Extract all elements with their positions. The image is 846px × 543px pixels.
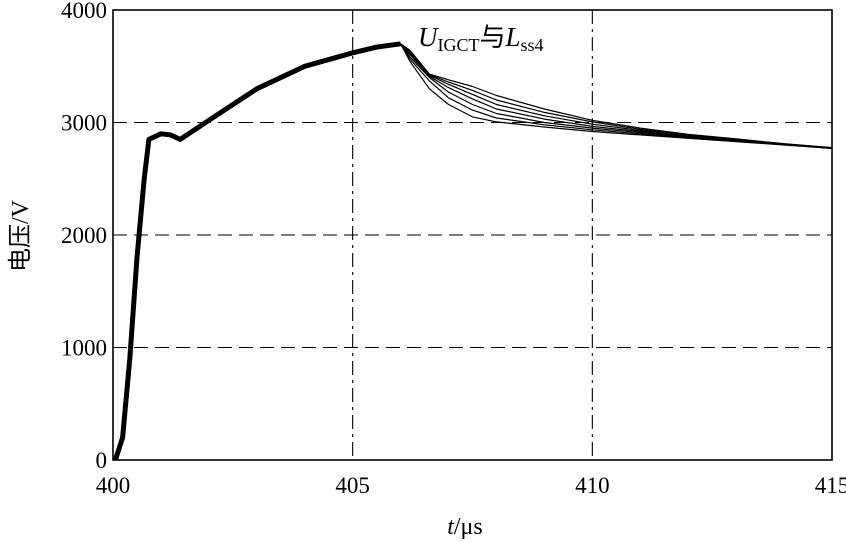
series-layer bbox=[113, 41, 833, 461]
y-tick-label-3000: 3000 bbox=[61, 111, 107, 136]
series-annotation: UIGCT与Lss4 bbox=[418, 22, 544, 55]
y-tick-label-0: 0 bbox=[96, 448, 108, 473]
series-common-rise bbox=[113, 41, 401, 461]
plot-frame bbox=[112, 9, 833, 461]
y-axis-label: 电压/V bbox=[7, 199, 34, 272]
y-tick-label-4000: 4000 bbox=[61, 0, 107, 23]
x-tick-label-400: 400 bbox=[96, 473, 131, 498]
y-tick-label-2000: 2000 bbox=[61, 223, 107, 248]
x-tick-labels: 400 405 410 415 bbox=[96, 473, 846, 498]
x-tick-label-410: 410 bbox=[575, 473, 610, 498]
x-axis-label: t/μs bbox=[447, 514, 483, 540]
x-tick-label-405: 405 bbox=[335, 473, 370, 498]
x-tick-label-415: 415 bbox=[815, 473, 846, 498]
y-tick-label-1000: 1000 bbox=[61, 336, 107, 361]
grid-lines bbox=[113, 10, 832, 460]
series-line-7 bbox=[400, 43, 833, 149]
y-tick-labels: 0 1000 2000 3000 4000 bbox=[61, 0, 107, 473]
